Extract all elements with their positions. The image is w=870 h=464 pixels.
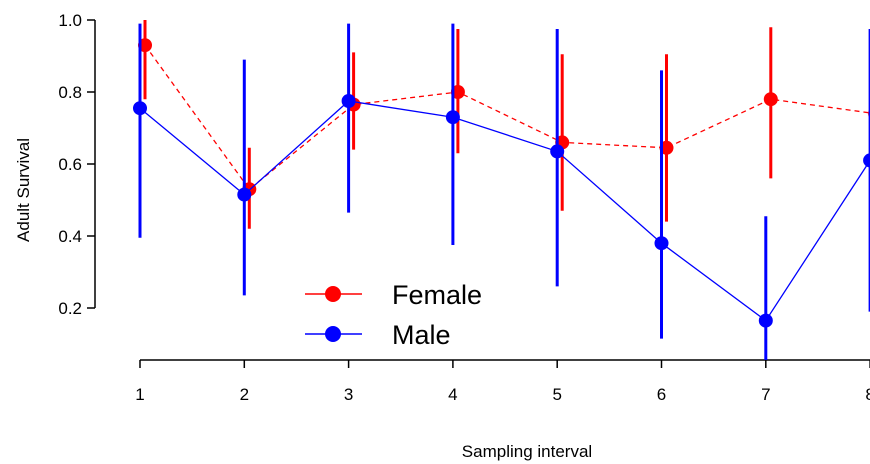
data-point-male (341, 94, 356, 108)
legend: Female Male (305, 280, 482, 350)
y-tick-label: 1.0 (58, 11, 82, 30)
axes: 0.2 0.4 0.6 0.8 1.0 1 2 3 4 5 6 7 8 (58, 11, 870, 404)
x-tick-label: 4 (448, 385, 457, 404)
y-tick-label: 0.8 (58, 83, 82, 102)
y-tick-label: 0.2 (58, 299, 82, 318)
y-tick-label: 0.6 (58, 155, 82, 174)
series-line-female (144, 44, 870, 191)
x-tick-label: 6 (657, 385, 666, 404)
legend-marker-male (325, 326, 341, 342)
data-point-male (445, 110, 460, 125)
data-point-male (654, 236, 669, 251)
x-tick-label: 5 (552, 385, 561, 404)
data-point-female (763, 92, 778, 107)
legend-label-male: Male (392, 320, 451, 350)
x-tick-label: 3 (344, 385, 353, 404)
x-tick-label: 2 (240, 385, 249, 404)
x-tick-label: 1 (135, 385, 144, 404)
plot-area (133, 20, 870, 360)
legend-label-female: Female (392, 280, 482, 310)
data-point-male (133, 101, 147, 116)
data-point-male (863, 153, 870, 168)
legend-item-female: Female (305, 280, 482, 310)
legend-marker-female (325, 286, 341, 302)
y-tick-label: 0.4 (58, 227, 82, 246)
x-tick-label: 8 (865, 385, 870, 404)
series-line-male (139, 100, 870, 322)
y-axis-title: Adult Survival (14, 138, 33, 242)
series-male (133, 23, 870, 360)
data-point-male (550, 144, 565, 159)
legend-item-male: Male (305, 320, 451, 350)
x-tick-label: 7 (761, 385, 770, 404)
x-axis-title: Sampling interval (462, 442, 592, 461)
data-point-male (758, 313, 773, 328)
data-point-male (237, 187, 252, 202)
